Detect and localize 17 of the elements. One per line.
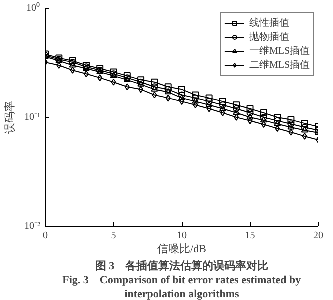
y-tick-label: 10⁰ [26,2,40,14]
y-tick-label: 10⁻¹ [24,112,40,123]
x-tick-label: 0 [43,230,48,242]
x-tick-label: 5 [111,230,116,242]
legend-label: 抛物插值 [249,30,290,44]
x-tick-label: 20 [314,230,324,242]
legend-label: 一维MLS插值 [249,44,310,58]
caption: 图 3 各插值算法估算的误码率对比 [95,260,269,272]
caption: Fig. 3 Comparison of bit error rates estimated by [62,274,302,286]
x-tick-label: 15 [245,230,256,242]
legend-label: 二维MLS插值 [249,58,310,72]
x-axis-title: 信噪比/dB [158,242,206,256]
x-tick-label: 10 [177,230,187,242]
y-axis-title: 误码率 [4,101,16,134]
legend-label: 线性插值 [249,16,290,30]
text: interpolation algorithms [124,288,240,300]
y-tick-label: 10⁻² [24,221,40,232]
